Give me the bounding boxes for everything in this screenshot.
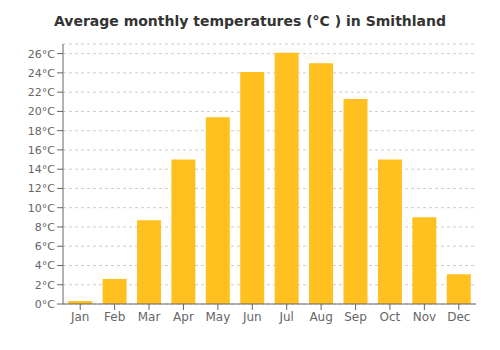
svg-text:Nov: Nov [413,310,436,324]
svg-text:Jul: Jul [278,310,293,324]
svg-text:26°C: 26°C [28,48,55,61]
svg-text:Apr: Apr [173,310,194,324]
svg-text:Mar: Mar [138,310,161,324]
svg-text:16°C: 16°C [28,144,55,157]
svg-text:20°C: 20°C [28,105,55,118]
svg-text:Dec: Dec [447,310,470,324]
svg-text:14°C: 14°C [28,163,55,176]
svg-text:18°C: 18°C [28,125,55,138]
svg-text:Aug: Aug [309,310,332,324]
svg-text:Feb: Feb [104,310,125,324]
svg-text:0°C: 0°C [35,298,55,311]
svg-text:12°C: 12°C [28,182,55,195]
svg-text:4°C: 4°C [35,259,55,272]
svg-text:Jun: Jun [242,310,262,324]
svg-text:8°C: 8°C [35,221,55,234]
svg-text:10°C: 10°C [28,202,55,215]
svg-text:2°C: 2°C [35,279,55,292]
html-text:Average monthly temperatures (: Average monthly temperatures (°C ) in Sm… [54,13,446,29]
svg-text:22°C: 22°C [28,86,55,99]
svg-text:Oct: Oct [380,310,401,324]
svg-text:May: May [205,310,230,324]
svg-text:6°C: 6°C [35,240,55,253]
svg-text:Jan: Jan [70,310,90,324]
svg-text:24°C: 24°C [28,67,55,80]
svg-text:Sep: Sep [344,310,367,324]
